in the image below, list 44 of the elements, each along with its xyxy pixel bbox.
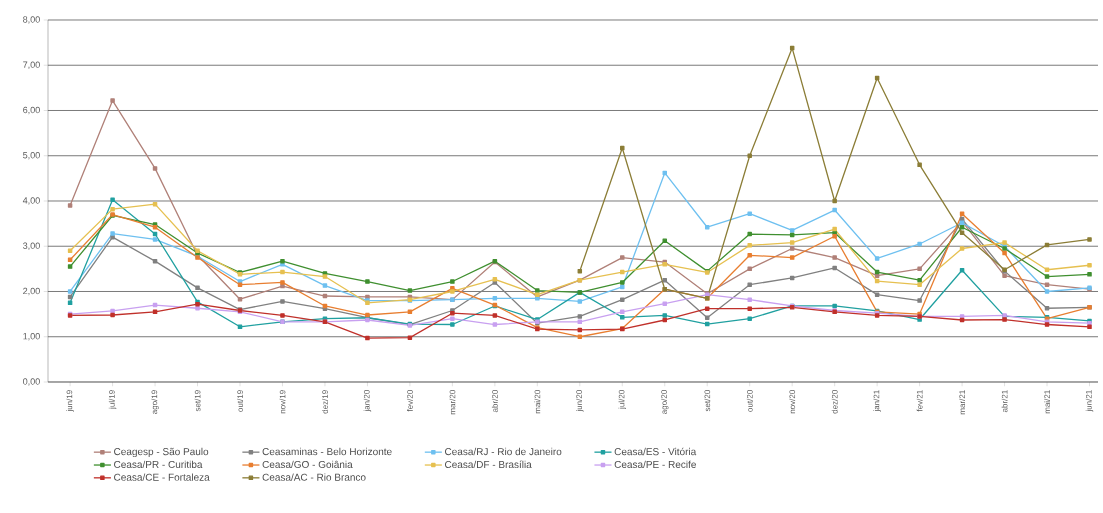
x-tick-label: fev/21 — [916, 390, 923, 412]
x-tick-label: dez/19 — [322, 390, 328, 414]
legend-label: Ceasa/RJ - Rio de Janeiro — [445, 447, 562, 456]
y-tick-label: 7,00 — [23, 61, 40, 69]
y-tick-label: 2,00 — [23, 287, 40, 296]
legend-label: Ceagesp - São Paulo — [114, 447, 209, 458]
y-tick-label: 3,00 — [23, 242, 40, 250]
x-tick-label: jun/19 — [66, 390, 74, 412]
legend-label: Ceasa/PR - Curitiba — [114, 460, 203, 468]
x-tick-label: mai/20 — [534, 390, 541, 414]
x-tick-label: abr/21 — [1001, 390, 1008, 413]
x-tick-label: set/20 — [704, 390, 711, 412]
x-tick-label: abr/20 — [491, 390, 498, 413]
x-tick-label: fev/20 — [406, 390, 413, 412]
y-tick-label: 8,00 — [23, 16, 40, 24]
legend-label: Ceasa/PE - Recife — [614, 460, 696, 468]
x-tick-label: dez/20 — [831, 390, 838, 414]
x-tick-label: ago/20 — [661, 390, 669, 414]
y-tick-label: 6,00 — [23, 106, 40, 115]
x-tick-label: ago/19 — [151, 390, 159, 414]
legend-label: Ceasa/ES - Vitória — [614, 447, 697, 456]
legend-label: Ceasaminas - Belo Horizonte — [262, 447, 392, 456]
x-tick-label: jul/20 — [618, 390, 627, 410]
x-tick-label: out/20 — [746, 390, 753, 412]
y-tick-label: 5,00 — [23, 152, 40, 160]
legend-label: Ceasa/CE - Fortaleza — [114, 473, 210, 481]
legend-label: Ceasa/AC - Rio Branco — [262, 473, 366, 481]
y-tick-label: 0,00 — [23, 378, 40, 386]
y-tick-label: 1,00 — [23, 333, 40, 341]
legend-label: Ceasa/DF - Brasília — [445, 460, 532, 469]
x-tick-label: jan/21 — [873, 390, 881, 412]
x-tick-label: mar/21 — [959, 390, 966, 415]
x-tick-label: jun/20 — [576, 390, 584, 412]
x-tick-label: mar/20 — [449, 390, 456, 415]
y-tick-label: 4,00 — [22, 197, 40, 205]
x-tick-label: mai/21 — [1044, 390, 1050, 414]
x-tick-label: out/19 — [237, 390, 243, 412]
x-tick-label: jan/20 — [363, 390, 372, 412]
x-tick-label: nov/19 — [279, 390, 286, 414]
x-tick-label: set/19 — [194, 390, 201, 412]
x-tick-label: jun/21 — [1085, 390, 1094, 412]
legend-label: Ceasa/GO - Goiânia — [262, 460, 353, 469]
x-tick-label: nov/20 — [789, 390, 796, 414]
x-tick-label: jul/19 — [108, 390, 117, 410]
